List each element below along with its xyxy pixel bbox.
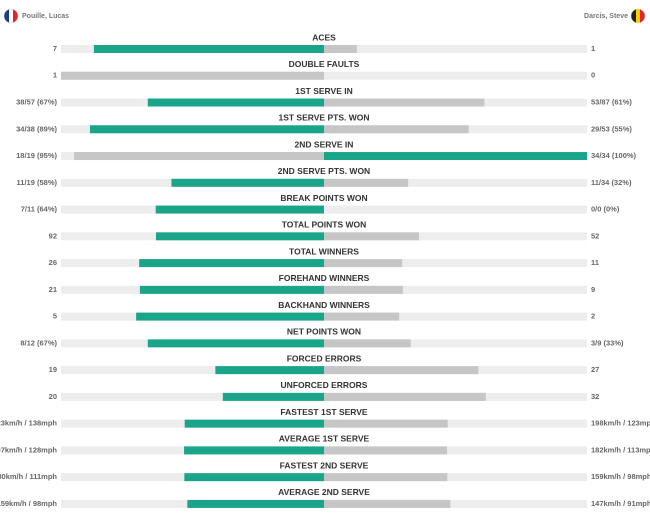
bar-right <box>324 98 485 107</box>
bar-left <box>222 392 324 401</box>
value-left: 92 <box>49 231 57 240</box>
value-right: 2 <box>591 312 595 321</box>
value-right: 11/34 (32%) <box>591 178 632 187</box>
value-left: 34/38 (89%) <box>16 124 57 133</box>
value-right: 32 <box>591 392 599 401</box>
stat-label: UNFORCED ERRORS <box>281 380 368 390</box>
bar-right <box>324 232 419 241</box>
bar-left <box>155 205 324 214</box>
value-right: 53/87 (61%) <box>591 98 632 107</box>
value-right: 198km/h / 123mph <box>591 419 650 428</box>
value-right: 11 <box>591 258 599 267</box>
value-left: 207km/h / 128mph <box>0 445 57 454</box>
bar-right <box>324 178 409 187</box>
bar-right <box>324 419 448 428</box>
bar-left <box>184 473 324 482</box>
value-left: 19 <box>49 365 57 374</box>
bar-right <box>324 285 403 294</box>
stat-label: NET POINTS WON <box>287 327 361 337</box>
bar-left <box>155 232 324 241</box>
flag-france <box>3 8 19 24</box>
bar-left <box>187 499 324 508</box>
stat-label: AVERAGE 1ST SERVE <box>279 434 370 444</box>
bar-left <box>215 366 324 375</box>
bar-left <box>139 259 324 268</box>
value-right: 159km/h / 98mph <box>591 472 650 481</box>
value-left: 180km/h / 111mph <box>0 472 57 481</box>
value-left: 8/12 (67%) <box>20 338 57 347</box>
stat-label: TOTAL POINTS WON <box>282 220 367 230</box>
bar-left <box>93 45 324 53</box>
value-right: 9 <box>591 285 595 294</box>
bar-right <box>324 499 451 508</box>
stat-label: TOTAL WINNERS <box>289 246 359 256</box>
bar-right <box>324 45 357 53</box>
bar-right <box>324 339 411 348</box>
value-right: 0 <box>591 71 595 80</box>
value-right: 147km/h / 91mph <box>591 499 650 508</box>
bar-left <box>147 339 324 348</box>
bar-left <box>171 178 324 187</box>
stat-label: ACES <box>312 32 336 42</box>
stat-label: 1ST SERVE PTS. WON <box>278 113 369 123</box>
bar-left <box>136 312 324 321</box>
bar-right <box>324 152 587 161</box>
value-left: 223km/h / 138mph <box>0 419 57 428</box>
stat-label: FASTEST 1ST SERVE <box>280 407 368 417</box>
bar-left <box>74 152 325 161</box>
value-left: 5 <box>53 312 57 321</box>
stat-label: DOUBLE FAULTS <box>289 59 360 69</box>
value-left: 7 <box>53 44 57 53</box>
flag-belgium <box>630 8 646 24</box>
stat-label: 1ST SERVE IN <box>295 86 352 96</box>
bar-right <box>324 366 479 375</box>
value-right: 52 <box>591 231 599 240</box>
value-left: 1 <box>53 71 57 80</box>
stat-label: BREAK POINTS WON <box>280 193 367 203</box>
bar-right <box>324 446 448 455</box>
stat-label: 2ND SERVE IN <box>295 139 354 149</box>
bar-right <box>324 312 400 321</box>
value-right: 27 <box>591 365 599 374</box>
stat-label: 2ND SERVE PTS. WON <box>278 166 370 176</box>
value-left: 11/19 (58%) <box>17 178 58 187</box>
value-left: 38/57 (67%) <box>16 98 57 107</box>
value-right: 182km/h / 113mph <box>591 445 650 454</box>
stat-label: FORCED ERRORS <box>287 353 362 363</box>
bar-left <box>61 71 324 80</box>
value-left: 20 <box>49 392 57 401</box>
bar-right <box>324 125 469 134</box>
bar-right <box>324 259 403 268</box>
player-name: Pouille, Lucas <box>22 13 69 20</box>
stat-label: FOREHAND WINNERS <box>279 273 370 283</box>
value-left: 159km/h / 98mph <box>0 499 57 508</box>
value-left: 21 <box>49 285 57 294</box>
bar-left <box>184 419 324 428</box>
value-right: 1 <box>591 44 595 53</box>
value-right: 29/53 (55%) <box>591 124 632 133</box>
value-right: 34/34 (100%) <box>591 151 637 160</box>
bar-right <box>324 473 448 482</box>
value-left: 18/19 (95%) <box>16 151 57 160</box>
stat-label: BACKHAND WINNERS <box>278 300 370 310</box>
stat-label: FASTEST 2ND SERVE <box>280 460 369 470</box>
value-left: 26 <box>49 258 57 267</box>
value-right: 0/0 (0%) <box>591 205 620 214</box>
bar-left <box>139 285 324 294</box>
bar-right <box>324 392 486 401</box>
player-name: Darcis, Steve <box>584 13 628 20</box>
value-left: 7/11 (64%) <box>21 205 58 214</box>
bar-left <box>184 446 324 455</box>
bar-left <box>147 98 324 107</box>
value-right: 3/9 (33%) <box>591 338 624 347</box>
bar-left <box>89 125 325 134</box>
stat-label: AVERAGE 2ND SERVE <box>278 487 370 497</box>
